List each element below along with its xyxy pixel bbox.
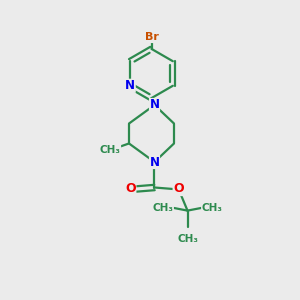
Text: N: N [125, 79, 135, 92]
Text: N: N [149, 98, 160, 112]
Text: O: O [125, 182, 136, 196]
Text: Br: Br [145, 32, 158, 43]
Text: CH₃: CH₃ [152, 202, 173, 213]
Text: CH₃: CH₃ [100, 145, 121, 155]
Text: N: N [149, 155, 160, 169]
Text: CH₃: CH₃ [177, 234, 198, 244]
Text: CH₃: CH₃ [202, 202, 223, 213]
Text: O: O [173, 182, 184, 196]
